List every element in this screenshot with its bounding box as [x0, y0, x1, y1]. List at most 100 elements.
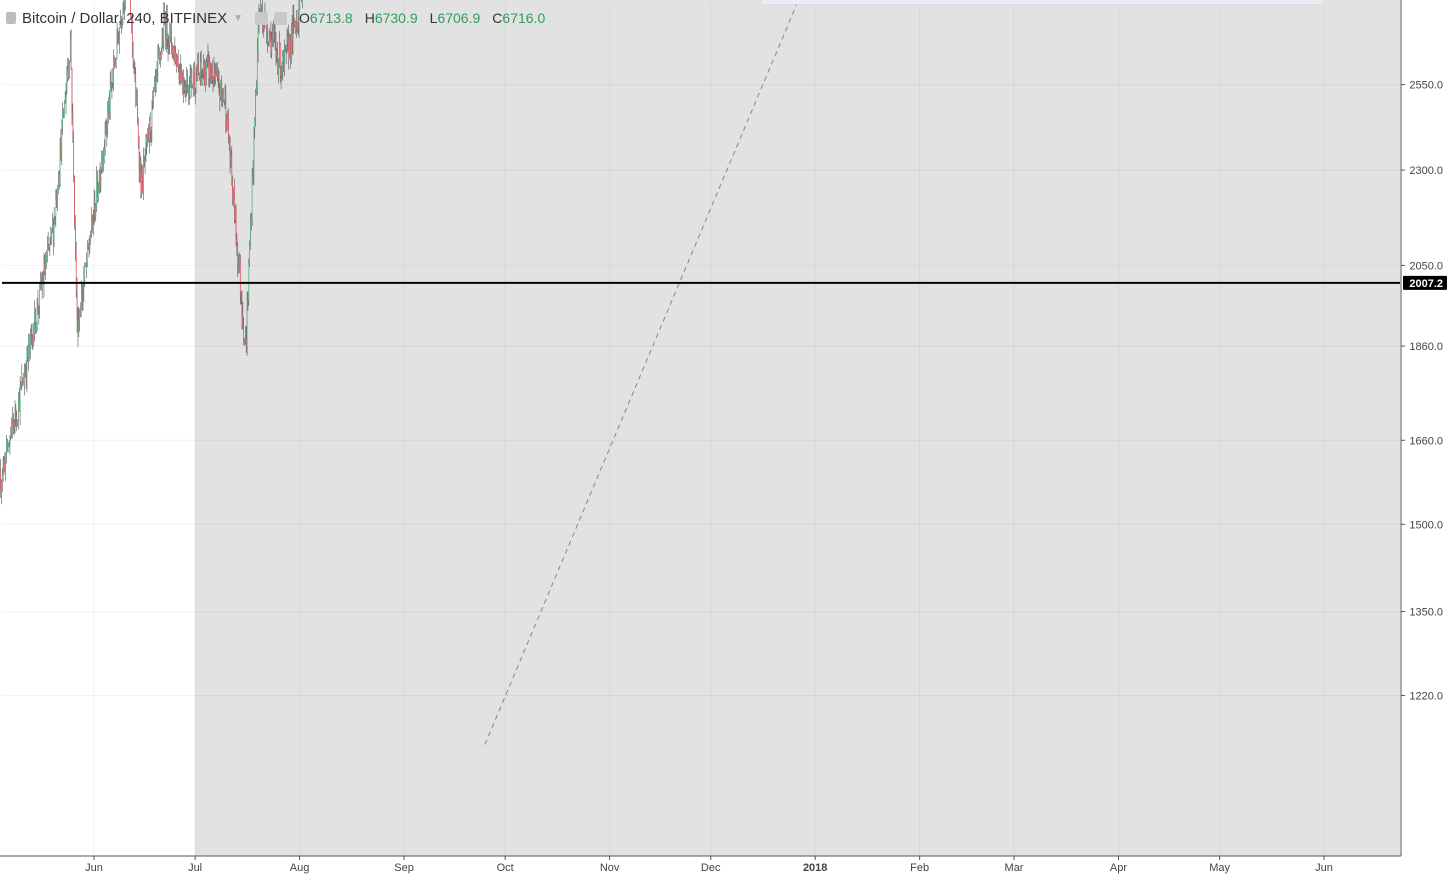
- candle-body: [238, 264, 239, 265]
- candle-body: [273, 33, 274, 38]
- close-value: 6716.0: [502, 10, 546, 26]
- candle-body: [85, 264, 86, 266]
- candle-body: [154, 80, 156, 83]
- candle-body: [109, 83, 111, 111]
- candle-body: [7, 439, 8, 451]
- candle-body: [88, 247, 90, 249]
- candle-body: [36, 302, 38, 324]
- candle-body: [145, 141, 147, 160]
- candle-body: [213, 65, 215, 85]
- candle-body: [237, 244, 239, 265]
- candle-body: [197, 64, 199, 81]
- candle-body: [247, 300, 249, 307]
- candle-body: [149, 120, 151, 133]
- candle-body: [281, 68, 283, 73]
- candle-body: [63, 101, 65, 118]
- candle-body: [54, 216, 56, 220]
- candle-body: [199, 72, 200, 75]
- eye-icon[interactable]: [254, 11, 268, 25]
- candle-body: [272, 37, 273, 39]
- candle-body: [254, 118, 256, 128]
- candle-body: [114, 62, 116, 67]
- candle-body: [29, 331, 31, 348]
- candle-body: [63, 111, 64, 118]
- candle-body: [165, 19, 166, 39]
- candle-body: [110, 83, 112, 87]
- candle-body: [289, 39, 290, 59]
- candle-body: [86, 244, 88, 263]
- candle-body: [205, 72, 206, 86]
- candle-body: [31, 334, 33, 337]
- price-axis[interactable]: 24000.021000.019000.017000.015000.013500…: [1400, 0, 1454, 882]
- candle-body: [282, 56, 284, 73]
- candle-body: [30, 331, 32, 335]
- candle-body: [288, 37, 290, 59]
- candle-body: [105, 121, 107, 132]
- settings-icon[interactable]: [273, 11, 287, 25]
- candle-body: [47, 245, 49, 248]
- candle-body: [222, 94, 224, 102]
- candle-body: [139, 163, 141, 169]
- candle-body: [232, 179, 233, 196]
- chart-grid: [2, 4, 1400, 856]
- candle-body: [65, 88, 67, 104]
- close-label: C: [492, 10, 503, 26]
- candle-body: [185, 84, 187, 96]
- candle-body: [283, 56, 284, 62]
- candle-body: [80, 294, 82, 316]
- price-tick-label: 1350.0: [1409, 607, 1443, 619]
- candle-body: [12, 419, 13, 424]
- candle-body: [204, 66, 205, 86]
- candle-body: [296, 22, 298, 30]
- candle-body: [109, 104, 110, 111]
- candle-body: [221, 80, 222, 92]
- candle-body: [39, 283, 41, 307]
- candle-body: [43, 264, 45, 285]
- chart-header: Bitcoin / Dollar, 240, BITFINEX ▼ O 6713.…: [6, 8, 551, 28]
- candle-body: [92, 215, 93, 221]
- symbol-title[interactable]: Bitcoin / Dollar, 240, BITFINEX: [22, 9, 228, 27]
- candle-body: [208, 56, 210, 79]
- chevron-down-icon[interactable]: ▼: [233, 12, 243, 24]
- candle-body: [136, 101, 137, 103]
- candle-body: [284, 49, 285, 62]
- time-tick-label: Jun: [1315, 862, 1333, 874]
- price-tag: [1403, 275, 1447, 290]
- candle-body: [48, 246, 50, 248]
- candle-body: [219, 92, 221, 97]
- candles: [0, 0, 303, 505]
- candle-body: [173, 47, 175, 49]
- time-tick-label: Jun: [85, 862, 103, 874]
- candle-body: [201, 70, 203, 75]
- candle-body: [75, 226, 76, 247]
- candle-body: [274, 37, 276, 44]
- time-axis[interactable]: Jun Jul Aug Sep Oct Nov Dec 2018 Feb Mar Apr May Jun: [0, 855, 1454, 882]
- candle-body: [73, 133, 75, 176]
- candle-body: [68, 66, 69, 70]
- candle-body: [166, 13, 168, 40]
- candle-body: [298, 8, 300, 26]
- candle-body: [297, 22, 299, 26]
- candles-icon[interactable]: [6, 12, 16, 24]
- candle-body: [240, 292, 242, 300]
- candle-body: [273, 33, 275, 38]
- candle-body: [103, 149, 105, 161]
- candle-body: [270, 32, 272, 53]
- candle-body: [178, 67, 180, 79]
- candle-body: [69, 38, 71, 61]
- candle-body: [86, 262, 87, 265]
- candle-body: [50, 228, 52, 238]
- candle-body: [271, 38, 273, 53]
- candle-body: [147, 131, 148, 137]
- candle-body: [107, 113, 109, 127]
- candle-body: [242, 316, 244, 326]
- candle-body: [244, 338, 245, 341]
- candle-body: [46, 254, 47, 266]
- candle-body: [150, 130, 152, 133]
- candle-body: [46, 245, 48, 255]
- candle-body: [199, 62, 201, 75]
- candle-body: [180, 68, 182, 82]
- candle-body: [212, 80, 214, 85]
- high-label: H: [364, 10, 375, 26]
